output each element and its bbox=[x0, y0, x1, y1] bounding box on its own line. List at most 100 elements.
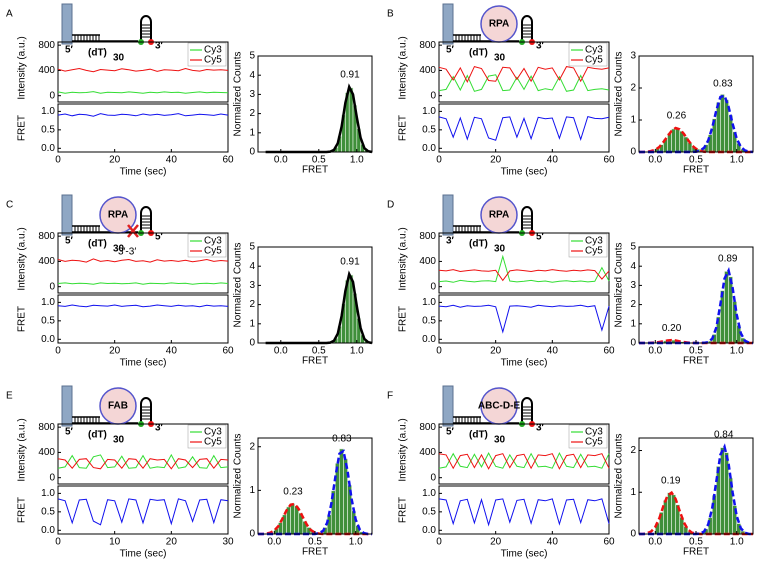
x-tick-label: 10 bbox=[109, 537, 121, 548]
x-tick-label: 0 bbox=[436, 346, 442, 357]
histogram-bar bbox=[335, 463, 340, 535]
x-tick-label: 1.0 bbox=[730, 346, 744, 357]
intensity-line bbox=[57, 458, 229, 470]
panel-label: F bbox=[387, 391, 393, 402]
y-axis-label: Intensity (a.u.) bbox=[17, 227, 28, 290]
right-end-label: 3′ bbox=[536, 423, 545, 434]
y-tick-label: 5 bbox=[249, 242, 255, 253]
legend-label: Cy3 bbox=[204, 236, 222, 247]
x-tick-label: 0.5 bbox=[312, 155, 326, 166]
histogram-bar bbox=[339, 448, 344, 535]
plot-frame bbox=[57, 103, 229, 153]
peak-label: 0.19 bbox=[661, 475, 681, 486]
x-axis-label: FRET bbox=[302, 547, 328, 558]
y-tick-label: 800 bbox=[419, 231, 436, 242]
x-tick-label: 60 bbox=[603, 346, 615, 357]
histogram-bar bbox=[707, 517, 713, 535]
y-tick-label: 1 bbox=[249, 127, 255, 138]
x-tick-label: 60 bbox=[603, 155, 615, 166]
hairpin bbox=[521, 15, 533, 41]
x-tick-label: 0 bbox=[55, 155, 61, 166]
y-tick-label: 1 bbox=[630, 115, 636, 126]
histogram-bar bbox=[290, 503, 295, 535]
x-axis-label: FRET bbox=[302, 165, 328, 176]
y-tick-label: 1.0 bbox=[41, 106, 55, 117]
plot-frame bbox=[57, 294, 229, 344]
x-tick-label: 40 bbox=[547, 346, 559, 357]
peak-label: 0.83 bbox=[713, 78, 733, 89]
y-axis-label: Normalized Counts bbox=[233, 433, 244, 518]
x-tick-label: 20 bbox=[490, 537, 502, 548]
linker-subscript: 30 bbox=[113, 53, 125, 64]
y-tick-label: 0 bbox=[430, 90, 436, 101]
plot-frame bbox=[257, 246, 373, 344]
x-tick-label: 0.5 bbox=[689, 346, 703, 357]
linker-label: (dT) bbox=[469, 430, 488, 441]
x-tick-label: 60 bbox=[222, 155, 234, 166]
y-axis-label: FRET bbox=[398, 306, 409, 332]
histogram-bar bbox=[711, 494, 717, 535]
intensity-line bbox=[57, 453, 229, 469]
y-tick-label: 400 bbox=[419, 447, 436, 458]
y-axis-label: Normalized Counts bbox=[614, 51, 625, 136]
y-tick-label: 400 bbox=[38, 65, 55, 76]
x-tick-label: 30 bbox=[222, 537, 234, 548]
y-tick-label: 1 bbox=[249, 318, 255, 329]
x-tick-label: 0.0 bbox=[648, 537, 662, 548]
legend-label: Cy3 bbox=[204, 45, 222, 56]
y-tick-label: 0 bbox=[249, 147, 255, 158]
plot-frame bbox=[438, 41, 610, 103]
y-tick-label: 0 bbox=[249, 529, 255, 540]
y-tick-label: 0 bbox=[630, 147, 636, 158]
y-tick-label: 0.0 bbox=[422, 334, 436, 345]
fit-curve bbox=[639, 126, 753, 154]
y-tick-label: 0.0 bbox=[41, 525, 55, 536]
y-tick-label: 2 bbox=[249, 299, 255, 310]
y-axis-label: Intensity (a.u.) bbox=[17, 36, 28, 99]
y-tick-label: 0 bbox=[49, 472, 55, 483]
y-tick-label: 400 bbox=[419, 65, 436, 76]
x-tick-label: 1.0 bbox=[730, 155, 744, 166]
histogram-bar bbox=[343, 458, 348, 535]
y-tick-label: 800 bbox=[38, 422, 55, 433]
y-axis-label: Intensity (a.u.) bbox=[17, 418, 28, 481]
junction-label: 3′-3′ bbox=[118, 247, 136, 258]
x-tick-label: 0.0 bbox=[648, 155, 662, 166]
intensity-line bbox=[57, 91, 229, 94]
y-tick-label: 0.5 bbox=[422, 315, 436, 326]
x-axis-label: FRET bbox=[683, 356, 709, 367]
y-tick-label: 800 bbox=[419, 422, 436, 433]
right-end-label: 5′ bbox=[155, 232, 164, 243]
x-tick-label: 40 bbox=[166, 155, 178, 166]
histogram-bar bbox=[720, 290, 725, 344]
y-tick-label: 1.0 bbox=[41, 488, 55, 499]
hairpin bbox=[140, 206, 152, 232]
x-tick-label: 0 bbox=[55, 537, 61, 548]
y-axis-label: Normalized Counts bbox=[614, 433, 625, 518]
left-end-label: 5′ bbox=[65, 236, 74, 247]
y-tick-label: 400 bbox=[38, 256, 55, 267]
protein-label: RPA bbox=[489, 19, 509, 30]
legend-label: Cy5 bbox=[204, 55, 222, 66]
peak-label: 0.91 bbox=[340, 70, 360, 81]
x-tick-label: 40 bbox=[166, 346, 178, 357]
x-axis-label: FRET bbox=[683, 547, 709, 558]
intensity-line bbox=[438, 74, 610, 92]
panel: E FAB 5′ (dT) 30 3′ 0 400 800 Intensity (a.u.) Cy3… bbox=[6, 385, 373, 560]
histogram-bar bbox=[278, 522, 283, 535]
x-tick-label: 0 bbox=[436, 537, 442, 548]
y-tick-label: 0.0 bbox=[41, 143, 55, 154]
x-tick-label: 20 bbox=[109, 155, 121, 166]
y-tick-label: 0 bbox=[630, 338, 636, 349]
x-tick-label: 60 bbox=[603, 537, 615, 548]
histogram-bar bbox=[667, 492, 672, 535]
y-tick-label: 800 bbox=[38, 40, 55, 51]
fret-line bbox=[438, 304, 610, 334]
panel-label: B bbox=[387, 9, 394, 20]
y-tick-label: 400 bbox=[38, 447, 55, 458]
surface bbox=[442, 385, 454, 427]
histogram-bar bbox=[675, 128, 681, 153]
